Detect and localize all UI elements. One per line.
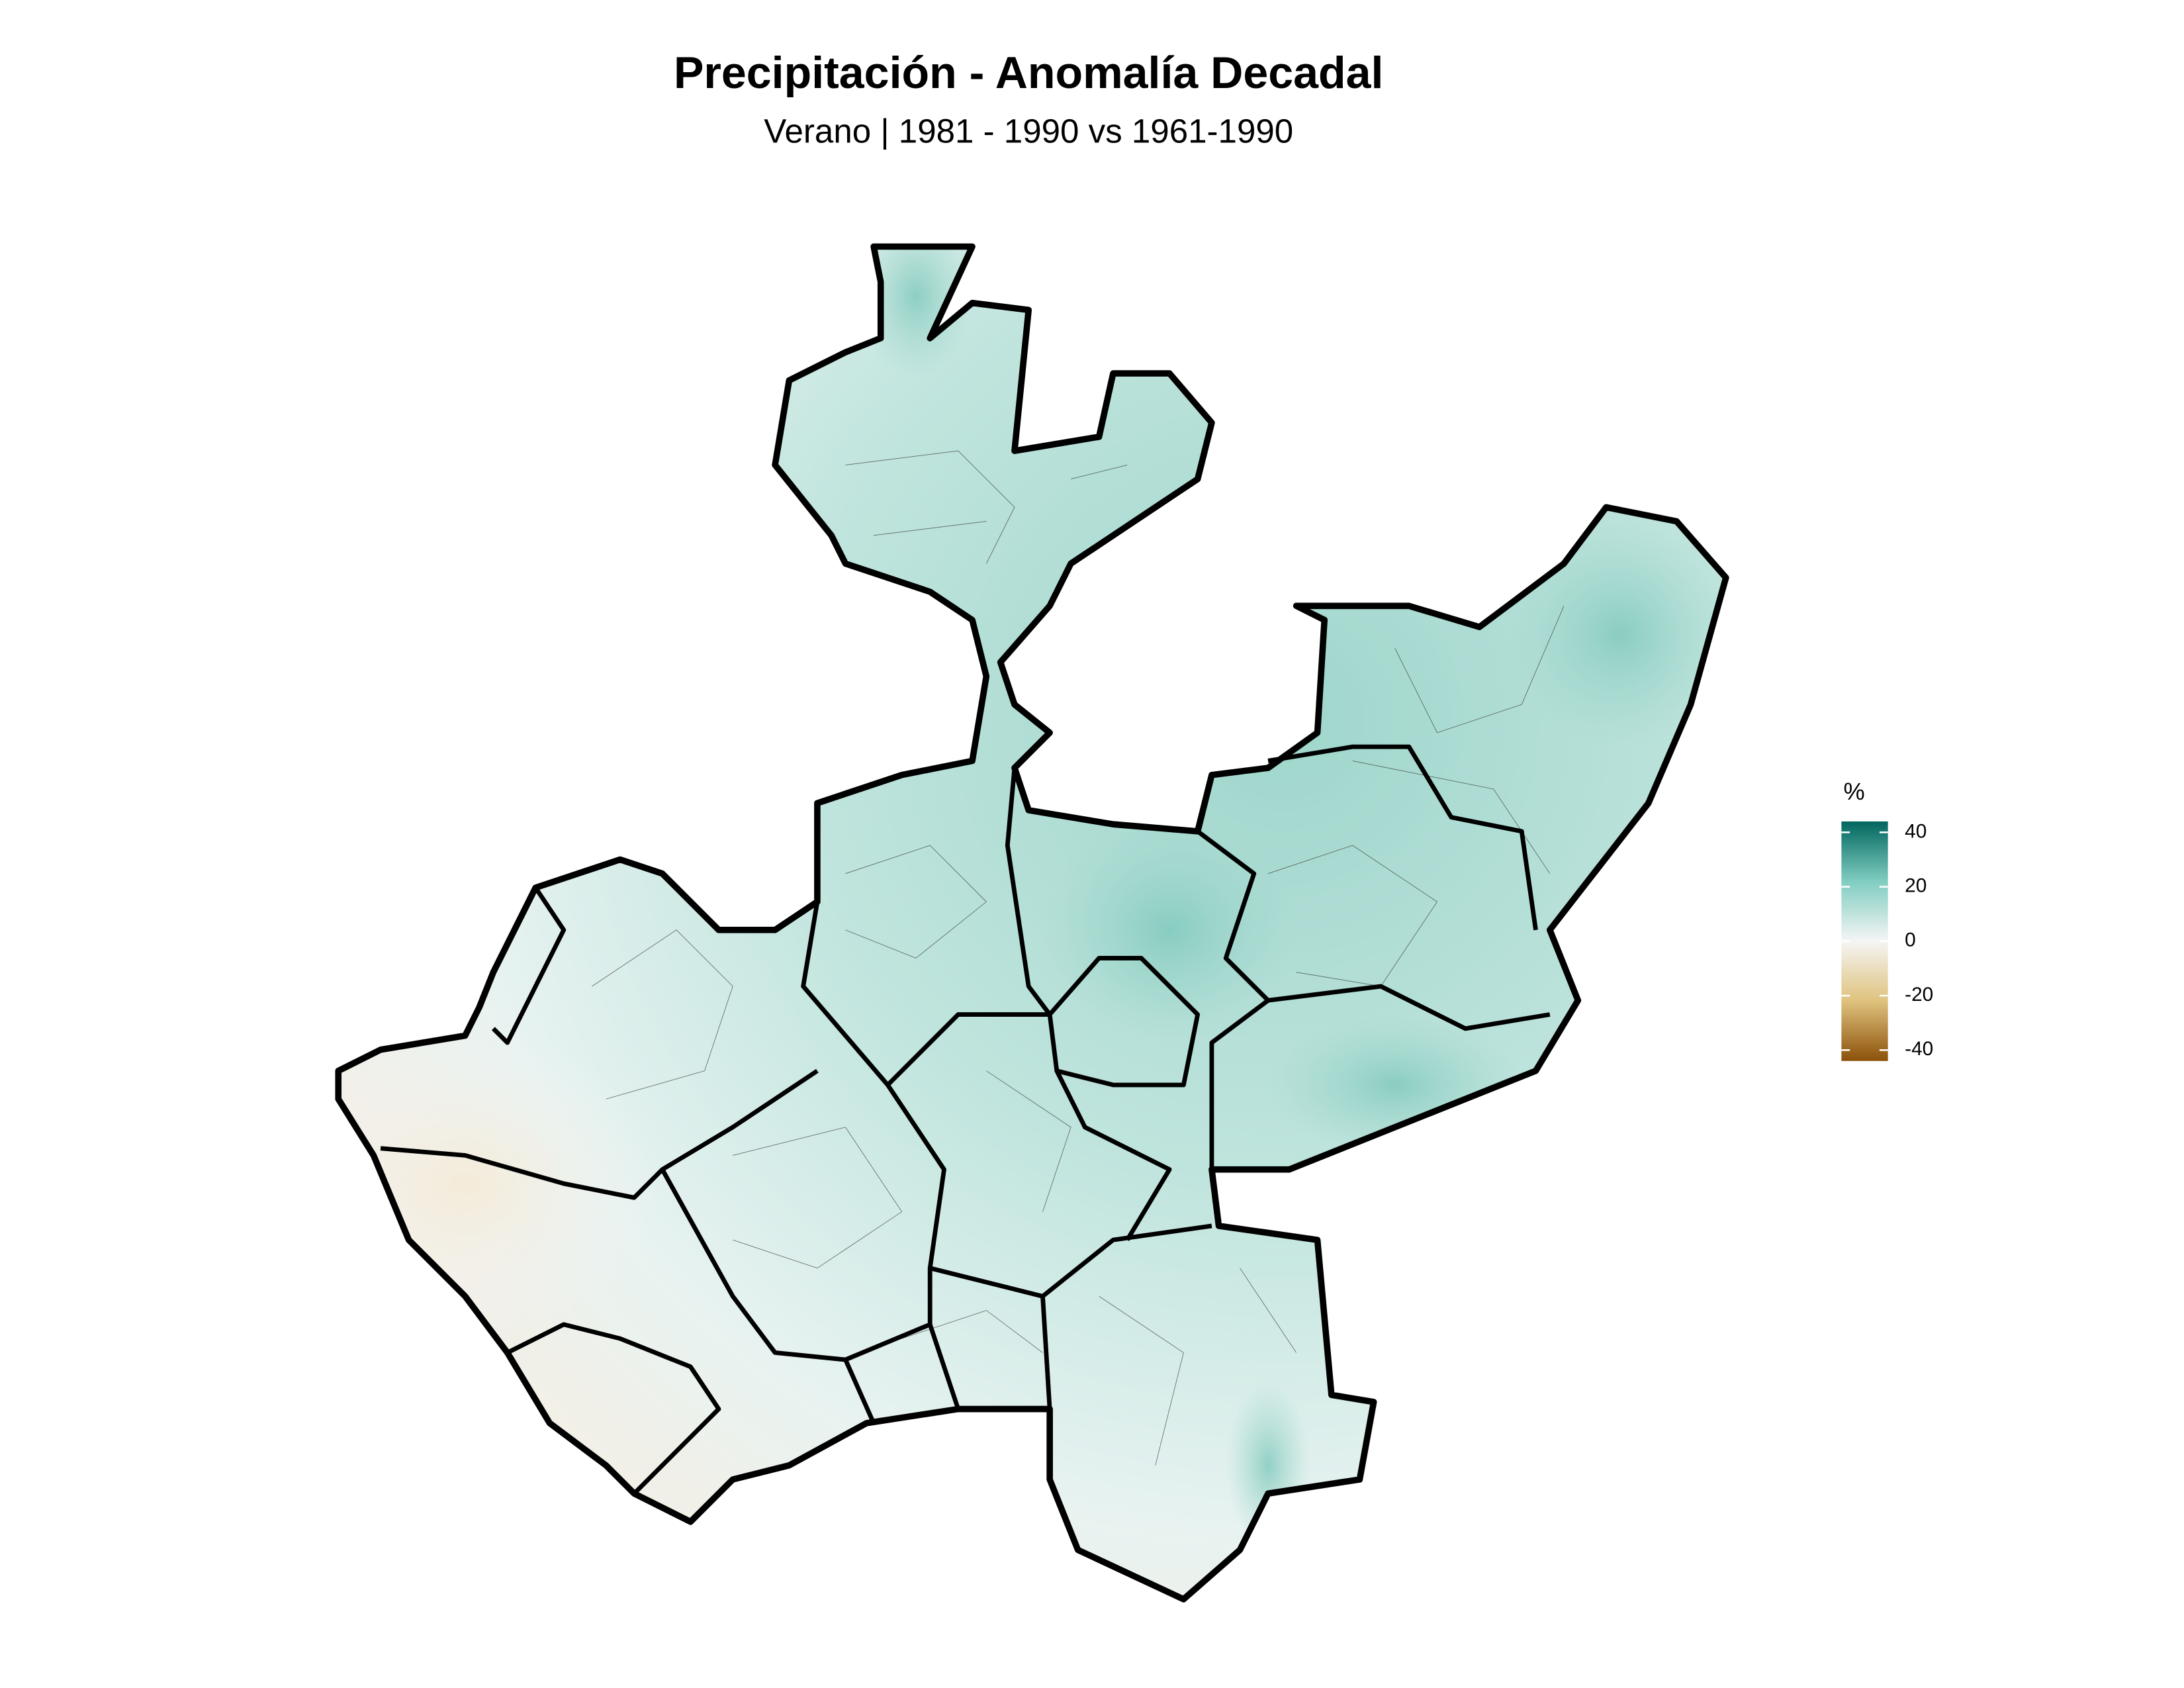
region-border: [1047, 956, 1201, 1088]
legend-title: %: [1843, 778, 1864, 805]
region-border: [1005, 767, 1052, 1016]
legend-tick-label: -20: [1905, 984, 1933, 1006]
legend-tick-label: -40: [1905, 1038, 1933, 1060]
region-border: [1267, 744, 1538, 931]
legend-tick-label: 40: [1905, 820, 1927, 842]
region-border: [1040, 1296, 1052, 1409]
region-border: [1195, 774, 1271, 1170]
region-border: [1054, 1070, 1172, 1241]
region-border: [1267, 984, 1551, 1031]
legend: % 40 20 0 -20 -40: [1841, 778, 1933, 1061]
region-border: [660, 1068, 933, 1362]
map-subtitle: Verano | 1981 - 1990 vs 1961-1990: [764, 113, 1293, 150]
legend-tick-label: 0: [1905, 929, 1916, 951]
region-border: [491, 886, 567, 1045]
region-border: [843, 1323, 961, 1425]
region-border: [506, 1322, 721, 1495]
map-title: Precipitación - Anomalía Decadal: [674, 48, 1383, 98]
region-border: [380, 1146, 664, 1200]
legend-tick-label: 20: [1905, 875, 1927, 897]
map: [268, 211, 1733, 1599]
region-border: [886, 1084, 1212, 1299]
